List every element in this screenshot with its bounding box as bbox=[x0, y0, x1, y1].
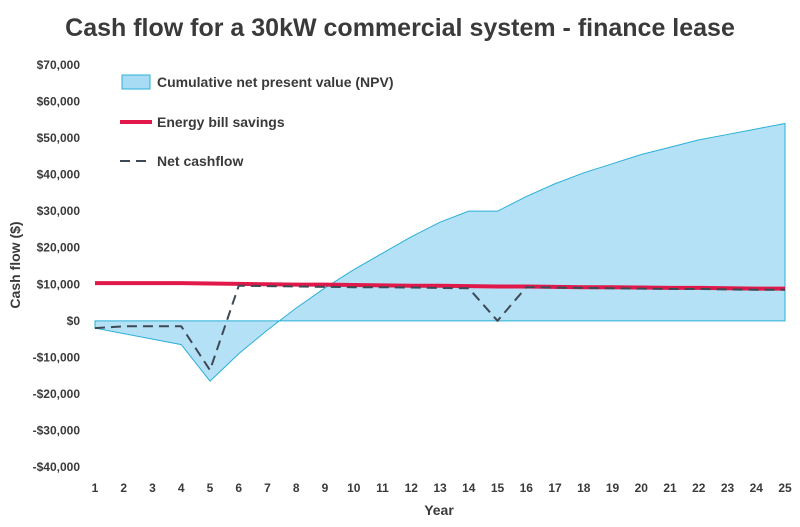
x-tick-label: 2 bbox=[120, 481, 127, 495]
x-tick-label: 9 bbox=[322, 481, 329, 495]
chart-title: Cash flow for a 30kW commercial system -… bbox=[65, 14, 735, 42]
x-tick-label: 3 bbox=[149, 481, 156, 495]
x-tick-label: 1 bbox=[92, 481, 99, 495]
x-tick-label: 24 bbox=[750, 481, 764, 495]
y-tick-label: $40,000 bbox=[37, 168, 81, 182]
legend-label: Energy bill savings bbox=[157, 114, 285, 130]
net-cashflow-line bbox=[94, 284, 785, 372]
y-tick-label: -$10,000 bbox=[33, 350, 81, 364]
y-tick-label: -$20,000 bbox=[33, 387, 81, 401]
y-tick-label: $50,000 bbox=[37, 131, 81, 145]
npv-area-layer bbox=[94, 122, 786, 382]
legend-label: Cumulative net present value (NPV) bbox=[157, 74, 394, 90]
y-tick-label: $60,000 bbox=[37, 95, 81, 109]
y-tick-label: $0 bbox=[67, 314, 81, 328]
lines-layer bbox=[94, 281, 785, 372]
x-tick-label: 5 bbox=[207, 481, 214, 495]
x-tick-label: 25 bbox=[778, 481, 792, 495]
legend: Cumulative net present value (NPV) Energy… bbox=[120, 74, 394, 169]
x-tick-label: 7 bbox=[264, 481, 271, 495]
y-tick-label: $10,000 bbox=[37, 277, 81, 291]
x-tick-label: 17 bbox=[548, 481, 562, 495]
x-tick-label: 10 bbox=[347, 481, 361, 495]
energy-bill-savings-line bbox=[95, 281, 785, 291]
x-tick-label: 21 bbox=[663, 481, 677, 495]
x-tick-label: 16 bbox=[520, 481, 534, 495]
x-tick-label: 4 bbox=[178, 481, 185, 495]
x-tick-label: 19 bbox=[606, 481, 620, 495]
y-tick-label: -$40,000 bbox=[33, 460, 81, 474]
y-tick-label: $30,000 bbox=[37, 204, 81, 218]
npv-area bbox=[94, 122, 786, 382]
x-tick-label: 23 bbox=[721, 481, 735, 495]
legend-swatch-npv bbox=[121, 74, 151, 90]
legend-label: Net cashflow bbox=[157, 153, 243, 169]
x-tick-label: 22 bbox=[692, 481, 706, 495]
x-tick-label: 11 bbox=[376, 481, 389, 495]
x-tick-label: 6 bbox=[235, 481, 242, 495]
x-tick-label: 14 bbox=[462, 481, 476, 495]
x-tick-labels: 1 2 3 4 5 6 7 8 9 10 11 12 13 14 15 16 17 18 19 20 21 22 23 24 2… bbox=[92, 481, 792, 495]
y-tick-labels: $70,000 $60,000 $50,000 $40,000 $30,000 $20,0… bbox=[33, 58, 81, 474]
x-tick-label: 15 bbox=[491, 481, 505, 495]
y-axis-label: Cash flow ($) bbox=[7, 221, 23, 308]
x-tick-label: 18 bbox=[577, 481, 591, 495]
x-tick-label: 12 bbox=[405, 481, 419, 495]
x-axis-label: Year bbox=[424, 502, 454, 518]
y-tick-label: -$30,000 bbox=[33, 423, 81, 437]
x-tick-label: 8 bbox=[293, 481, 300, 495]
y-tick-label: $70,000 bbox=[37, 58, 81, 72]
x-tick-label: 20 bbox=[635, 481, 649, 495]
y-tick-label: $20,000 bbox=[37, 241, 81, 255]
x-tick-label: 13 bbox=[433, 481, 447, 495]
